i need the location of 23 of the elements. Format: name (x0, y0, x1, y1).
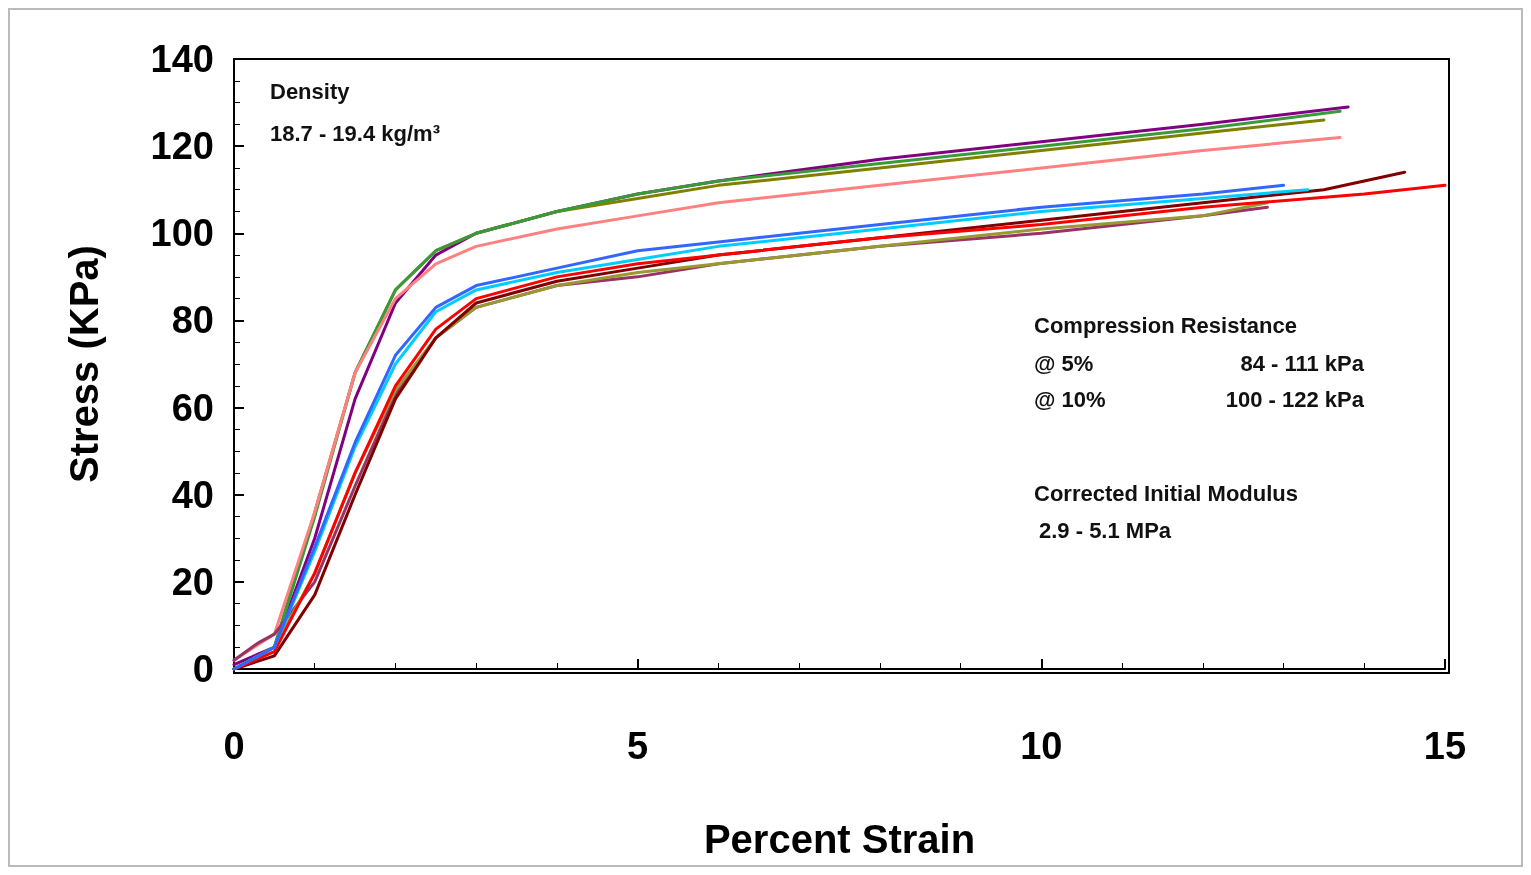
x-tick-label: 15 (1423, 725, 1467, 767)
y-tick-label: 20 (171, 560, 214, 603)
annotation: @ 5% (1034, 350, 1094, 376)
annotation: 18.7 - 19.4 kg/m³ (270, 120, 440, 146)
annotation: Corrected Initial Modulus (1034, 480, 1299, 506)
y-tick-label: 40 (171, 473, 214, 516)
y-tick-label: 100 (150, 212, 214, 255)
annotation: 2.9 - 5.1 MPa (1039, 517, 1172, 543)
y-tick-label: 0 (192, 648, 214, 690)
x-axis-title: Percent Strain (703, 817, 976, 861)
y-tick-label: 140 (150, 38, 214, 80)
annotation: Compression Resistance (1034, 312, 1297, 338)
x-tick-label: 10 (1020, 725, 1063, 767)
x-tick-label: 5 (627, 725, 649, 767)
annotation: @ 10% (1034, 386, 1106, 412)
y-tick-label: 60 (171, 386, 214, 429)
annotation: 84 - 111 kPa (1240, 350, 1365, 376)
annotation: Density (270, 78, 351, 104)
annotation: 100 - 122 kPa (1225, 386, 1365, 412)
y-tick-label: 120 (150, 125, 214, 168)
y-axis-title: Stress (KPa) (62, 245, 106, 483)
x-tick-label: 0 (223, 725, 245, 767)
y-tick-label: 80 (171, 299, 214, 342)
